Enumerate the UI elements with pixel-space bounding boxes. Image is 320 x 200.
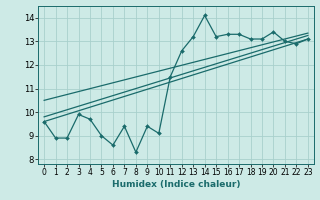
X-axis label: Humidex (Indice chaleur): Humidex (Indice chaleur): [112, 180, 240, 189]
